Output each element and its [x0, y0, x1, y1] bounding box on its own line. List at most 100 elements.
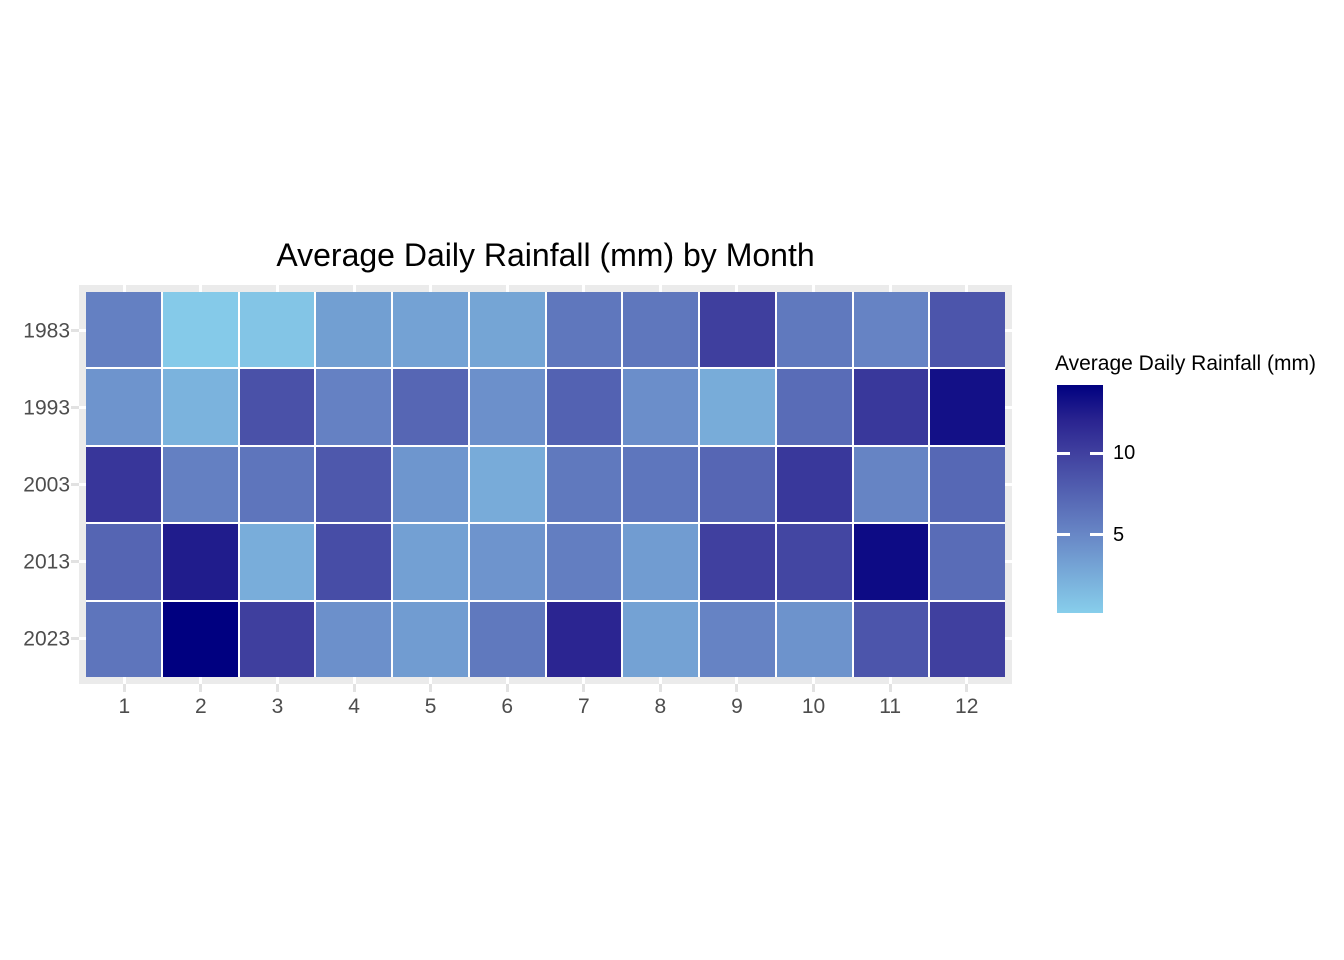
x-axis-label: 8	[654, 695, 667, 718]
axis-tick-mark	[965, 684, 969, 692]
heatmap-cell	[393, 446, 468, 523]
heatmap-cell	[316, 446, 391, 523]
axis-tick-mark	[122, 684, 126, 692]
heatmap-cell	[930, 524, 1005, 600]
gridline-stub	[735, 677, 739, 684]
heatmap-cell	[393, 601, 468, 677]
heatmap-cell	[86, 292, 161, 368]
gridline-stub	[79, 637, 86, 640]
heatmap-cell	[316, 369, 391, 445]
heatmap-cell	[86, 524, 161, 600]
gridline-stub	[812, 285, 816, 292]
heatmap-cell	[546, 601, 622, 677]
heatmap-cell	[469, 601, 545, 677]
heatmap-cell	[239, 524, 315, 600]
x-axis-label: 10	[801, 695, 826, 718]
axis-tick-mark	[71, 483, 79, 486]
y-axis-label: 2013	[23, 550, 70, 573]
x-axis-label: 6	[501, 695, 514, 718]
heatmap-cell	[86, 601, 161, 677]
gridline-stub	[582, 677, 586, 684]
heatmap-cell	[853, 446, 929, 523]
axis-tick-mark	[735, 684, 739, 692]
legend-tick-label: 5	[1113, 523, 1125, 546]
heatmap-cell	[239, 369, 315, 445]
gridline-stub	[122, 285, 126, 292]
gridline-stub	[965, 677, 969, 684]
legend-tick-label: 10	[1113, 442, 1136, 465]
heatmap-cell	[546, 446, 622, 523]
heatmap-cell	[930, 446, 1005, 523]
heatmap-cell	[930, 601, 1005, 677]
heatmap-cell	[700, 292, 775, 368]
gridline-stub	[122, 677, 126, 684]
axis-tick-mark	[71, 637, 79, 640]
heatmap-cell	[776, 524, 852, 600]
heatmap-cell	[623, 446, 698, 523]
axis-tick-mark	[505, 684, 509, 692]
gridline-stub	[79, 483, 86, 486]
heatmap-cell	[776, 292, 852, 368]
legend-tick-mark	[1090, 451, 1103, 455]
heatmap-cell	[469, 524, 545, 600]
axis-tick-mark	[71, 560, 79, 563]
gridline-stub	[429, 677, 433, 684]
axis-tick-mark	[199, 684, 203, 692]
heatmap-cell	[393, 292, 468, 368]
gridline-stub	[965, 285, 969, 292]
axis-tick-mark	[658, 684, 662, 692]
gridline-stub	[199, 677, 203, 684]
heatmap-cell	[469, 369, 545, 445]
heatmap-cell	[700, 446, 775, 523]
y-axis-label: 1993	[23, 396, 70, 419]
gridline-stub	[1005, 637, 1012, 640]
heatmap-cell	[316, 524, 391, 600]
heatmap-cell	[776, 369, 852, 445]
x-axis-label: 2	[195, 695, 207, 718]
heatmap-cell	[162, 292, 238, 368]
heatmap-cell	[239, 446, 315, 523]
x-axis-label: 1	[118, 695, 131, 718]
heatmap-cell	[162, 446, 238, 523]
y-axis-label: 2023	[23, 627, 70, 650]
legend-tick-mark	[1057, 451, 1070, 455]
gridline-stub	[79, 329, 86, 332]
gridline-stub	[199, 285, 203, 292]
heatmap-cell	[853, 524, 929, 600]
x-axis-label: 12	[955, 695, 979, 718]
gridline-stub	[888, 285, 892, 292]
heatmap-cell	[700, 601, 775, 677]
gridline-stub	[658, 285, 662, 292]
heatmap-cell	[239, 292, 315, 368]
heatmap-cell	[930, 369, 1005, 445]
heatmap-cell	[86, 446, 161, 523]
gridline-stub	[888, 677, 892, 684]
x-axis-label: 5	[424, 695, 437, 718]
gridline-stub	[79, 406, 86, 409]
x-axis-label: 4	[348, 695, 360, 718]
gridline-stub	[1005, 483, 1012, 486]
gridline-stub	[275, 285, 279, 292]
axis-tick-mark	[888, 684, 892, 692]
x-axis-label: 3	[271, 695, 284, 718]
x-axis-label: 9	[731, 695, 743, 718]
axis-tick-mark	[71, 329, 79, 332]
gridline-stub	[735, 285, 739, 292]
y-axis-label: 1983	[23, 319, 70, 342]
heatmap-cell	[853, 601, 929, 677]
heatmap-cell	[546, 292, 622, 368]
gridline-stub	[658, 677, 662, 684]
legend-tick-mark	[1057, 533, 1070, 537]
gridline-stub	[505, 677, 509, 684]
heatmap-cell	[930, 292, 1005, 368]
x-axis-label: 7	[577, 695, 590, 718]
heatmap-cell	[393, 369, 468, 445]
axis-tick-mark	[812, 684, 816, 692]
heatmap-cell	[623, 601, 698, 677]
axis-tick-mark	[429, 684, 433, 692]
gridline-stub	[352, 677, 356, 684]
chart-title: Average Daily Rainfall (mm) by Month	[276, 237, 815, 273]
heatmap-cell	[393, 524, 468, 600]
heatmap-cell	[853, 292, 929, 368]
heatmap-cell	[162, 524, 238, 600]
